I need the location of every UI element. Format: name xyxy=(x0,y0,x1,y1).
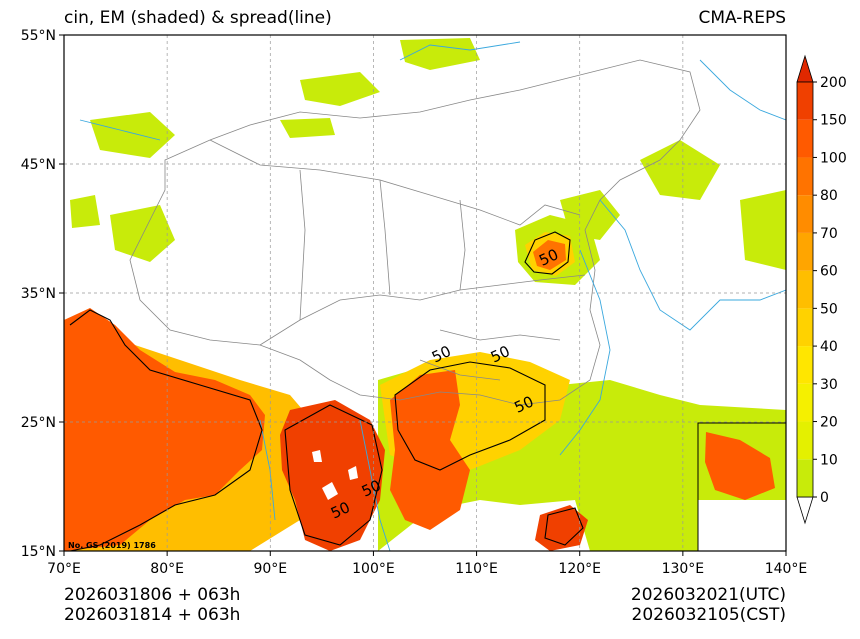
colorbar-segment xyxy=(797,232,813,271)
lat-tick-label: 55°N xyxy=(21,28,56,44)
colorbar-segment xyxy=(797,119,813,158)
spread-contours xyxy=(69,231,773,551)
cin-area-northeast-patches xyxy=(560,140,786,270)
colorbar-segment xyxy=(797,82,813,120)
lon-tick-label: 90°E xyxy=(253,561,287,577)
valid-time-utc: 2026032021(UTC) xyxy=(630,585,786,605)
lon-tick-label: 130°E xyxy=(662,561,705,577)
lat-tick-label: 35°N xyxy=(21,286,56,302)
colorbar: 0 10 20 30 40 50 60 70 80 100 150 200 xyxy=(796,54,847,525)
colorbar-segment xyxy=(797,459,813,497)
footer-init-time: 2026031806 + 063h 2026031814 + 063h xyxy=(64,585,240,625)
political-borders xyxy=(129,59,701,406)
colorbar-bottom-arrow xyxy=(796,496,814,525)
colorbar-top-arrow xyxy=(796,54,814,83)
colorbar-segment xyxy=(797,195,813,233)
gridlines xyxy=(64,35,786,551)
colorbar-segment xyxy=(797,383,813,422)
lon-tick-label: 120°E xyxy=(558,561,601,577)
lat-tick-label: 25°N xyxy=(21,415,56,431)
colorbar-tick-label: 10 xyxy=(820,452,838,468)
colorbar-segment xyxy=(797,421,813,460)
cin-area-north-china-high xyxy=(533,240,566,270)
colorbar-tick-label: 40 xyxy=(820,339,838,355)
colorbar-tick-label: 200 xyxy=(820,75,847,91)
chart-title: cin, EM (shaded) & spread(line) xyxy=(64,8,332,28)
lon-tick-label: 140°E xyxy=(765,561,808,577)
water-features xyxy=(79,41,786,551)
colorbar-tick-label: 0 xyxy=(820,490,829,506)
lon-tick-label: 100°E xyxy=(352,561,395,577)
init-time-cst: 2026031814 + 063h xyxy=(64,605,241,625)
cin-area-tibet-india-high xyxy=(64,308,265,551)
colorbar-tick-label: 80 xyxy=(820,188,838,204)
footer-valid-time: 2026032021(UTC) 2026032105(CST) xyxy=(631,585,786,625)
colorbar-tick-label: 100 xyxy=(820,150,847,166)
colorbar-tick-label: 150 xyxy=(820,113,847,129)
colorbar-tick-label: 70 xyxy=(820,226,838,242)
init-time-utc: 2026031806 + 063h xyxy=(64,585,241,605)
cin-gap-white xyxy=(312,450,358,500)
map-credit: No. GS (2019) 1786 xyxy=(68,541,156,550)
colorbar-segment xyxy=(797,270,813,309)
colorbar-tick-label: 30 xyxy=(820,377,838,393)
colorbar-segment xyxy=(797,308,813,347)
colorbar-tick-label: 60 xyxy=(820,264,838,280)
model-name: CMA-REPS xyxy=(698,8,786,28)
cin-area-southeast-asia-high xyxy=(390,370,470,530)
lon-tick-label: 80°E xyxy=(150,561,184,577)
colorbar-segment xyxy=(797,346,813,384)
lat-tick-label: 15°N xyxy=(21,544,56,560)
lat-tick-label: 45°N xyxy=(21,157,56,173)
cin-area-mongolia-patches xyxy=(90,38,480,158)
colorbar-tick-label: 20 xyxy=(820,415,838,431)
axis-ticks: 70°E 80°E 90°E 100°E 110°E 120°E 130°E 140°E 15°… xyxy=(21,28,808,577)
colorbar-frame xyxy=(796,81,814,498)
shaded-field xyxy=(64,38,786,551)
inset-white-sea xyxy=(698,500,786,551)
lon-tick-label: 70°E xyxy=(47,561,81,577)
valid-time-cst: 2026032105(CST) xyxy=(631,605,786,625)
inset-high-area xyxy=(705,432,775,500)
lon-tick-label: 110°E xyxy=(455,561,498,577)
colorbar-tick-label: 50 xyxy=(820,301,838,317)
cin-area-west-patches xyxy=(70,195,175,262)
cin-area-bay-of-bengal-high xyxy=(280,400,385,551)
colorbar-segment xyxy=(797,157,813,196)
